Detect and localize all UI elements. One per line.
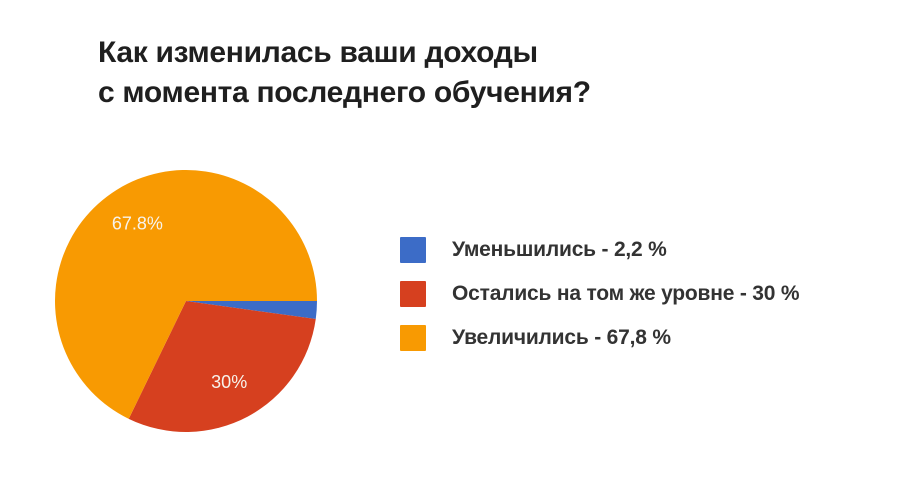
legend-item-decreased: Уменьшились - 2,2 % bbox=[400, 237, 799, 263]
pie-slice-2 bbox=[54, 169, 317, 419]
legend-item-increased: Увеличились - 67,8 % bbox=[400, 325, 799, 351]
legend-swatch-increased bbox=[400, 325, 426, 351]
pie-slice-0 bbox=[186, 301, 317, 320]
legend-label-increased: Увеличились - 67,8 % bbox=[452, 326, 671, 349]
pie-slice-label-1: 30% bbox=[211, 372, 247, 392]
pie-slice-1 bbox=[128, 301, 316, 432]
legend: Уменьшились - 2,2 % Остались на том же у… bbox=[400, 237, 800, 351]
legend-label-same-level: Остались на том же уровне - 30 % bbox=[452, 282, 800, 305]
chart-title-line1: Как изменилась ваши доходы bbox=[98, 36, 538, 69]
legend-label-decreased: Уменьшились - 2,2 % bbox=[452, 238, 667, 261]
pie-slice-label-2: 67.8% bbox=[112, 213, 163, 233]
legend-item-same-level: Остались на том же уровне - 30 % bbox=[400, 281, 800, 307]
legend-swatch-decreased bbox=[400, 237, 426, 263]
legend-swatch-same-level bbox=[400, 281, 426, 307]
chart-title: Как изменилась ваши доходы с момента пос… bbox=[98, 33, 591, 113]
chart-title-line2: с момента последнего обучения? bbox=[98, 76, 591, 109]
